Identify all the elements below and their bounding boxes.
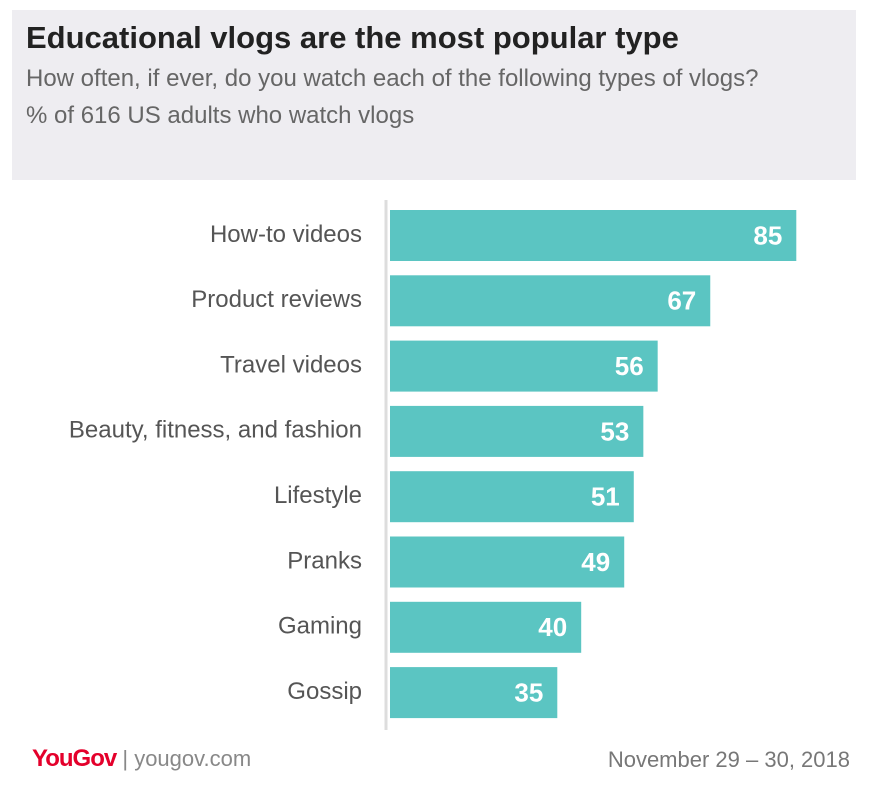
subtitle: How often, if ever, do you watch each of… — [26, 65, 759, 92]
header: Educational vlogs are the most popular t… — [12, 10, 856, 180]
footer: YouGov | yougov.com November 29 – 30, 20… — [32, 745, 850, 781]
bar — [390, 340, 658, 392]
category-label: Beauty, fitness, and fashion — [69, 417, 362, 444]
category-label: Product reviews — [191, 286, 362, 313]
bar — [390, 536, 625, 588]
chart: How-to videos 85 Product reviews 67 Travel v… — [69, 200, 797, 730]
bar — [390, 471, 634, 523]
value-label: 67 — [667, 286, 696, 316]
value-label: 85 — [753, 220, 782, 250]
site: yougov.com — [134, 746, 252, 771]
value-label: 40 — [538, 612, 567, 642]
bar — [390, 601, 582, 653]
category-label: Gossip — [287, 678, 362, 705]
category-label: Gaming — [278, 613, 362, 640]
bar — [390, 405, 644, 457]
note: % of 616 US adults who watch vlogs — [26, 102, 415, 129]
brand: YouGov — [32, 745, 117, 772]
value-label: 49 — [581, 547, 610, 577]
value-label: 51 — [591, 482, 620, 512]
bar — [390, 667, 558, 719]
category-label: How-to videos — [210, 221, 362, 248]
title: Educational vlogs are the most popular t… — [26, 20, 679, 55]
category-label: Pranks — [287, 547, 362, 574]
category-label: Lifestyle — [274, 482, 362, 509]
bar — [390, 210, 797, 261]
date: November 29 – 30, 2018 — [607, 747, 850, 772]
bar — [390, 275, 711, 327]
separator: | — [122, 746, 135, 771]
value-label: 56 — [615, 351, 644, 381]
value-label: 53 — [600, 416, 629, 446]
value-label: 35 — [514, 677, 543, 707]
category-label: Travel videos — [220, 351, 362, 378]
